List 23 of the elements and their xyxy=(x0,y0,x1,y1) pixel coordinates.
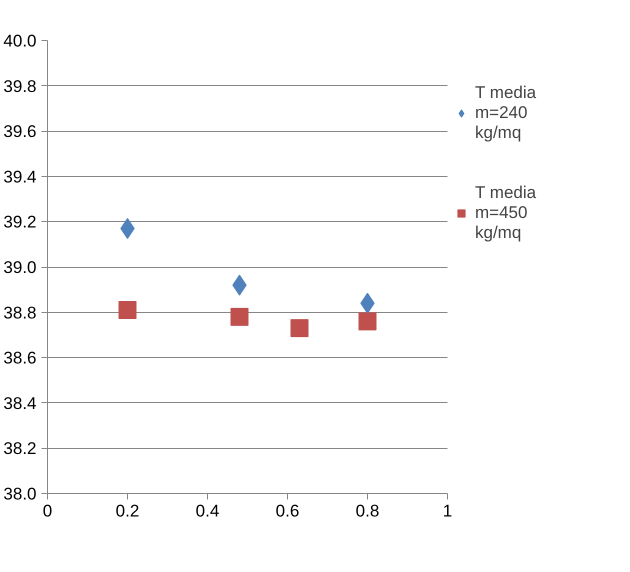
y-tick-label: 40.0 xyxy=(3,32,37,50)
y-tick-label: 39.6 xyxy=(3,122,37,142)
y-tick-label: 39.4 xyxy=(3,167,37,186)
point xyxy=(358,312,376,330)
point xyxy=(290,319,308,338)
x-tick-label: 1 xyxy=(442,502,452,520)
point xyxy=(230,308,248,326)
x-tick-label: 0.4 xyxy=(196,502,220,520)
x-tick-label: 0.2 xyxy=(116,502,140,520)
y-tick-label: 39.2 xyxy=(3,212,37,232)
y-tick-label: 39.8 xyxy=(3,76,37,96)
y-tick-label: 38.2 xyxy=(3,439,37,458)
y-tick-label: 38.0 xyxy=(3,484,37,504)
x-tick-label: 0.8 xyxy=(356,502,380,520)
y-tick-label: 38.6 xyxy=(3,348,37,368)
x-tick-label: 0 xyxy=(42,502,52,520)
legend-label: T media m=450 kg/mq xyxy=(475,183,536,243)
x-tick-label: 0.6 xyxy=(276,502,300,520)
legend-label: T media m=240 kg/mq xyxy=(475,83,536,143)
y-tick-label: 39.0 xyxy=(3,258,37,277)
y-tick-label: 38.8 xyxy=(3,303,37,322)
point xyxy=(118,301,136,320)
y-tick-label: 38.4 xyxy=(3,394,37,413)
